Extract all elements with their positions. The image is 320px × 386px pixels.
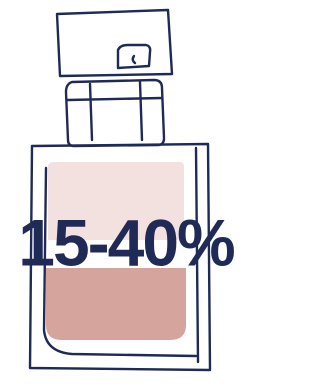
neck-lines xyxy=(90,82,142,140)
nozzle-hole xyxy=(133,56,135,63)
percentage-label: 15-40% xyxy=(18,205,234,279)
perfume-illustration: 15-40% xyxy=(0,0,251,386)
page: {"label": "15-40%"} 15-40% (() => { cons… xyxy=(0,0,251,386)
neck-band xyxy=(68,98,162,100)
cap xyxy=(57,10,172,76)
neck xyxy=(66,80,164,146)
